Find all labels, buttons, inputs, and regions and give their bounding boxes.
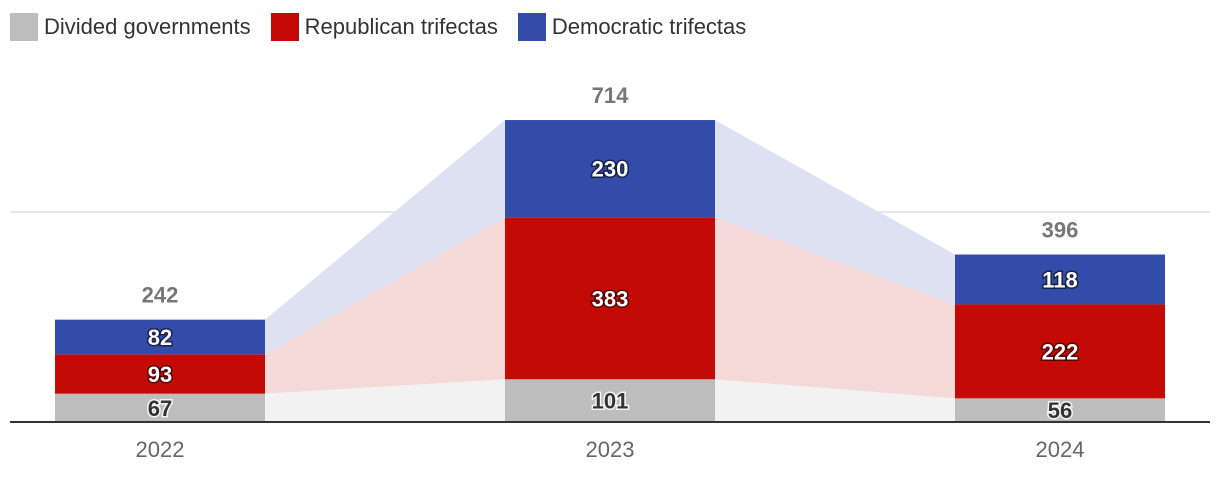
bar-segment-democratic-trifectas-2023 [505, 120, 715, 218]
data-label-republican-trifectas-2022: 93 [148, 362, 172, 387]
bar-segment-divided-governments-2022 [55, 393, 265, 422]
total-label-2022: 242 [142, 283, 179, 308]
legend: Divided governments Republican trifectas… [10, 11, 766, 43]
connector-band-republican-trifectas-2022-2023 [265, 217, 505, 394]
legend-swatch-divided [10, 13, 38, 41]
legend-item-divided: Divided governments [10, 13, 251, 41]
bar-segment-divided-governments-2024 [955, 398, 1165, 422]
data-label-republican-trifectas-2023: 383 [592, 286, 629, 311]
total-label-2024: 396 [1042, 218, 1079, 243]
legend-swatch-republican [270, 13, 299, 41]
bar-segment-democratic-trifectas-2022 [55, 319, 265, 355]
x-tick-label-2023: 2023 [586, 437, 635, 462]
data-label-republican-trifectas-2024: 222 [1042, 339, 1079, 364]
x-tick-label-2024: 2024 [1036, 437, 1085, 462]
connector-band-divided-governments-2022-2023 [265, 379, 505, 422]
legend-item-republican: Republican trifectas [270, 13, 498, 41]
legend-swatch-democratic [517, 13, 546, 41]
bar-segment-republican-trifectas-2024 [955, 304, 1165, 399]
bar-segment-divided-governments-2023 [505, 379, 715, 422]
data-label-democratic-trifectas-2022: 82 [148, 325, 172, 350]
data-label-divided-governments-2023: 101 [592, 389, 629, 414]
data-label-democratic-trifectas-2023: 230 [592, 157, 629, 182]
data-label-divided-governments-2022: 67 [148, 396, 172, 421]
bar-segment-republican-trifectas-2023 [505, 217, 715, 380]
x-tick-label-2022: 2022 [136, 437, 185, 462]
connector-band-democratic-trifectas-2022-2023 [265, 120, 505, 355]
legend-label-democratic: Democratic trifectas [551, 14, 747, 39]
bar-segment-republican-trifectas-2022 [55, 354, 265, 394]
legend-label-divided: Divided governments [44, 14, 251, 39]
total-label-2023: 714 [592, 83, 629, 108]
connector-band-divided-governments-2023-2024 [715, 379, 955, 422]
data-label-democratic-trifectas-2024: 118 [1042, 267, 1078, 292]
data-label-divided-governments-2024: 56 [1048, 398, 1072, 423]
bar-segment-democratic-trifectas-2024 [955, 254, 1165, 305]
connector-band-republican-trifectas-2023-2024 [715, 217, 955, 399]
legend-label-republican: Republican trifectas [304, 14, 498, 39]
connector-band-democratic-trifectas-2023-2024 [715, 120, 955, 305]
legend-item-democratic: Democratic trifectas [517, 13, 747, 41]
